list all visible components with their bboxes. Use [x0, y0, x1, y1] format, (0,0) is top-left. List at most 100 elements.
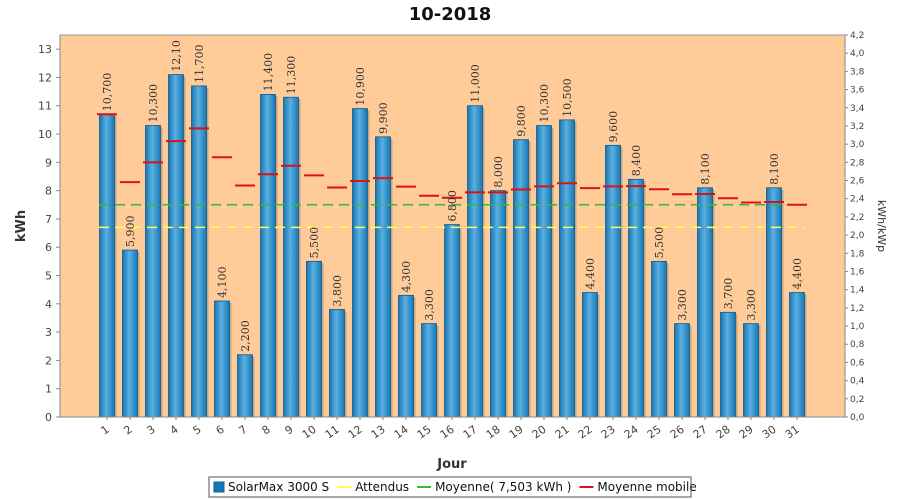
- bar-label: 8,100: [699, 153, 712, 185]
- x-tick-label: 10: [300, 423, 319, 442]
- bar-label: 6,800: [446, 190, 459, 222]
- y2-tick-label: 3,2: [850, 122, 864, 132]
- bar: [674, 323, 690, 418]
- y2-tick-label: 0,8: [850, 340, 865, 350]
- bar-label: 10,700: [101, 73, 114, 112]
- x-tick-label: 31: [783, 423, 802, 442]
- y-tick-label: 8: [45, 185, 52, 198]
- bar: [283, 96, 299, 418]
- y2-tick-label: 3,8: [850, 67, 865, 77]
- y2-tick-label: 3,6: [850, 86, 865, 96]
- bar-label: 3,300: [423, 289, 436, 321]
- x-tick-label: 4: [168, 423, 181, 438]
- bar: [536, 125, 552, 418]
- y2-tick-label: 4,2: [850, 31, 864, 41]
- x-tick-label: 28: [714, 423, 733, 442]
- legend-swatch: [213, 481, 225, 493]
- y-tick-label: 9: [45, 156, 52, 169]
- y2-tick-label: 0,0: [850, 413, 865, 423]
- bar: [582, 292, 598, 418]
- bar: [214, 300, 230, 418]
- x-axis-label: Jour: [436, 457, 467, 472]
- y2-tick-label: 1,8: [850, 249, 865, 259]
- bar-label: 3,300: [676, 289, 689, 321]
- bar: [145, 125, 161, 418]
- x-tick-label: 11: [323, 423, 342, 442]
- x-tick-label: 19: [507, 423, 526, 442]
- bar: [743, 323, 759, 418]
- x-tick-label: 21: [553, 423, 572, 442]
- x-tick-label: 16: [438, 423, 457, 442]
- legend-entry: SolarMax 3000 S: [228, 480, 329, 494]
- x-tick-label: 12: [346, 423, 365, 442]
- y2-tick-label: 1,4: [850, 286, 865, 296]
- bar: [237, 354, 253, 418]
- x-tick-label: 22: [576, 423, 595, 442]
- bar: [122, 249, 138, 418]
- bar: [168, 74, 184, 418]
- bar-label: 11,700: [193, 44, 206, 83]
- bar: [766, 187, 782, 418]
- x-tick-label: 5: [191, 423, 204, 438]
- bar: [398, 294, 414, 418]
- bar-label: 3,300: [745, 289, 758, 321]
- axes: 0123456789101112130,00,20,40,60,81,01,21…: [38, 31, 865, 441]
- bar: [444, 224, 460, 418]
- bar-label: 11,400: [262, 53, 275, 92]
- y2-tick-label: 3,0: [850, 140, 865, 150]
- bar: [490, 190, 506, 418]
- y-tick-label: 5: [45, 270, 52, 283]
- bar-label: 10,300: [538, 84, 551, 123]
- x-tick-label: 3: [145, 423, 158, 438]
- y2-tick-label: 1,0: [850, 322, 865, 332]
- bar: [789, 292, 805, 418]
- bar: [513, 139, 529, 418]
- y2-tick-label: 2,0: [850, 231, 865, 241]
- bar-label: 10,900: [354, 67, 367, 106]
- bar-label: 3,800: [331, 275, 344, 307]
- x-tick-label: 2: [122, 423, 135, 438]
- bar-label: 11,000: [469, 64, 482, 103]
- y2-tick-label: 4,0: [850, 49, 865, 59]
- x-tick-label: 14: [392, 423, 411, 442]
- y2-tick-label: 3,4: [850, 104, 865, 114]
- y-axis-label: kWh: [14, 210, 29, 242]
- x-tick-label: 29: [737, 423, 756, 442]
- x-tick-label: 9: [283, 423, 296, 438]
- bar-label: 9,800: [515, 105, 528, 137]
- bar-label: 10,300: [147, 84, 160, 123]
- y2-tick-label: 0,4: [850, 377, 865, 387]
- bar-label: 12,10: [170, 40, 183, 72]
- y2-tick-label: 1,2: [850, 304, 864, 314]
- y-tick-label: 6: [45, 241, 52, 254]
- x-tick-label: 18: [484, 423, 503, 442]
- bar: [260, 94, 276, 418]
- y2-tick-label: 0,2: [850, 395, 864, 405]
- bar: [191, 85, 207, 418]
- y-tick-label: 1: [45, 383, 52, 396]
- y2-tick-label: 2,6: [850, 177, 865, 187]
- y-tick-label: 4: [45, 298, 52, 311]
- x-tick-label: 23: [599, 423, 618, 442]
- bars: [99, 74, 807, 418]
- legend-entry: Moyenne( 7,503 kWh ): [435, 480, 571, 494]
- bar-label: 10,500: [561, 78, 574, 117]
- bar-label: 2,200: [239, 320, 252, 352]
- x-tick-label: 20: [530, 423, 549, 442]
- y2-tick-label: 2,8: [850, 158, 865, 168]
- legend-box: [208, 476, 692, 498]
- x-tick-label: 17: [461, 423, 480, 442]
- y2-tick-label: 2,2: [850, 213, 864, 223]
- y-tick-label: 7: [45, 213, 52, 226]
- y-tick-label: 11: [38, 100, 52, 113]
- x-tick-label: 13: [369, 423, 388, 442]
- reference-lines: [97, 113, 807, 229]
- y-tick-label: 2: [45, 354, 52, 367]
- bar-label: 4,400: [584, 258, 597, 290]
- bar-label: 8,000: [492, 156, 505, 188]
- bar-label: 4,400: [791, 258, 804, 290]
- bar: [467, 105, 483, 418]
- y-tick-label: 10: [38, 128, 52, 141]
- y2-tick-label: 0,6: [850, 358, 865, 368]
- bar: [628, 178, 644, 418]
